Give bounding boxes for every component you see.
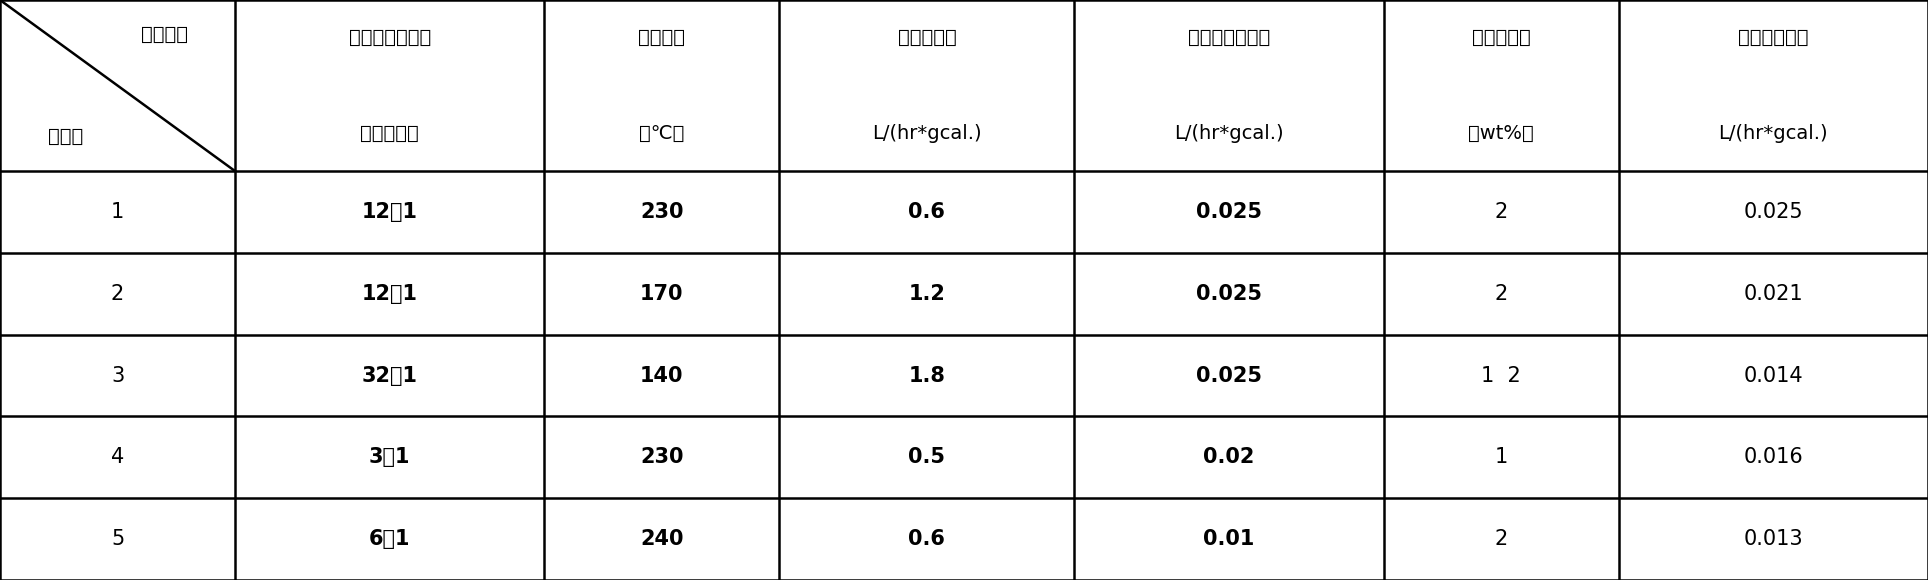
Text: 0.013: 0.013 — [1743, 529, 1803, 549]
Text: （wt%）: （wt%） — [1469, 124, 1535, 143]
Text: 0.5: 0.5 — [908, 447, 945, 467]
Text: 反应条件: 反应条件 — [141, 25, 189, 44]
Text: 2: 2 — [1494, 202, 1508, 222]
Text: 4: 4 — [112, 447, 123, 467]
Text: 240: 240 — [640, 529, 684, 549]
Text: 1.8: 1.8 — [908, 365, 945, 386]
Text: 12：1: 12：1 — [362, 284, 418, 304]
Text: 反应温度: 反应温度 — [638, 28, 686, 47]
Text: 2: 2 — [1494, 284, 1508, 304]
Text: L/(hr*gcal.): L/(hr*gcal.) — [871, 124, 981, 143]
Text: 0.025: 0.025 — [1195, 284, 1263, 304]
Text: 0.025: 0.025 — [1195, 202, 1263, 222]
Text: 230: 230 — [640, 202, 684, 222]
Text: 170: 170 — [640, 284, 684, 304]
Text: 动、植物油空速: 动、植物油空速 — [1188, 28, 1271, 47]
Text: 0.021: 0.021 — [1743, 284, 1803, 304]
Text: 3: 3 — [112, 365, 123, 386]
Text: （℃）: （℃） — [640, 124, 684, 143]
Text: L/(hr*gcal.): L/(hr*gcal.) — [1718, 124, 1828, 143]
Text: 生物柴油空速: 生物柴油空速 — [1739, 28, 1808, 47]
Text: 动、植物油与低: 动、植物油与低 — [349, 28, 430, 47]
Text: 实施例: 实施例 — [48, 128, 83, 146]
Text: 碳醇摩尔比: 碳醇摩尔比 — [361, 124, 418, 143]
Text: L/(hr*gcal.): L/(hr*gcal.) — [1174, 124, 1284, 143]
Text: 0.02: 0.02 — [1203, 447, 1255, 467]
Text: 6：1: 6：1 — [368, 529, 411, 549]
Text: 140: 140 — [640, 365, 684, 386]
Text: 0.01: 0.01 — [1203, 529, 1255, 549]
Text: 230: 230 — [640, 447, 684, 467]
Text: 催化剂用量: 催化剂用量 — [1471, 28, 1531, 47]
Text: 5: 5 — [112, 529, 123, 549]
Text: 32：1: 32：1 — [362, 365, 418, 386]
Text: 0.025: 0.025 — [1195, 365, 1263, 386]
Text: 3：1: 3：1 — [368, 447, 411, 467]
Text: 1: 1 — [112, 202, 123, 222]
Text: 2: 2 — [1494, 529, 1508, 549]
Text: 1  2: 1 2 — [1481, 365, 1521, 386]
Text: 0.6: 0.6 — [908, 202, 945, 222]
Text: 0.014: 0.014 — [1743, 365, 1803, 386]
Text: 0.6: 0.6 — [908, 529, 945, 549]
Text: 1.2: 1.2 — [908, 284, 945, 304]
Text: 0.025: 0.025 — [1743, 202, 1803, 222]
Text: 2: 2 — [112, 284, 123, 304]
Text: 12：1: 12：1 — [362, 202, 418, 222]
Text: 低碳醇空速: 低碳醇空速 — [898, 28, 956, 47]
Text: 1: 1 — [1494, 447, 1508, 467]
Text: 0.016: 0.016 — [1743, 447, 1803, 467]
